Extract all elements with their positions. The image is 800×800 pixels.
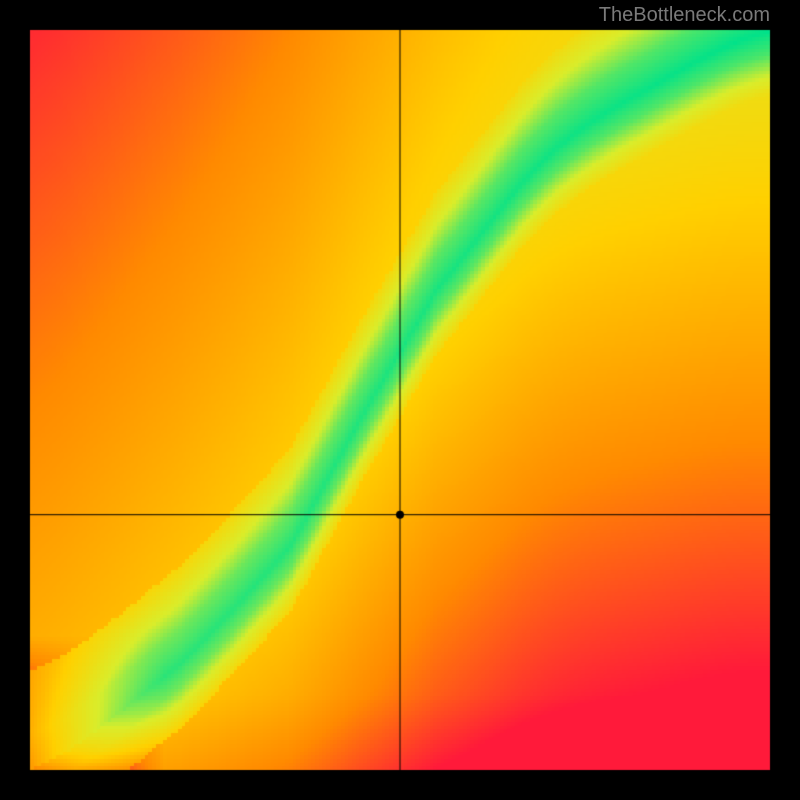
watermark-text: TheBottleneck.com [599,4,770,27]
bottleneck-heatmap [0,0,800,800]
